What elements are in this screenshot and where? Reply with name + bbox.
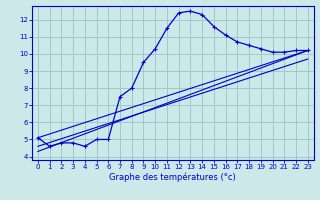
X-axis label: Graphe des températures (°c): Graphe des températures (°c)	[109, 173, 236, 182]
